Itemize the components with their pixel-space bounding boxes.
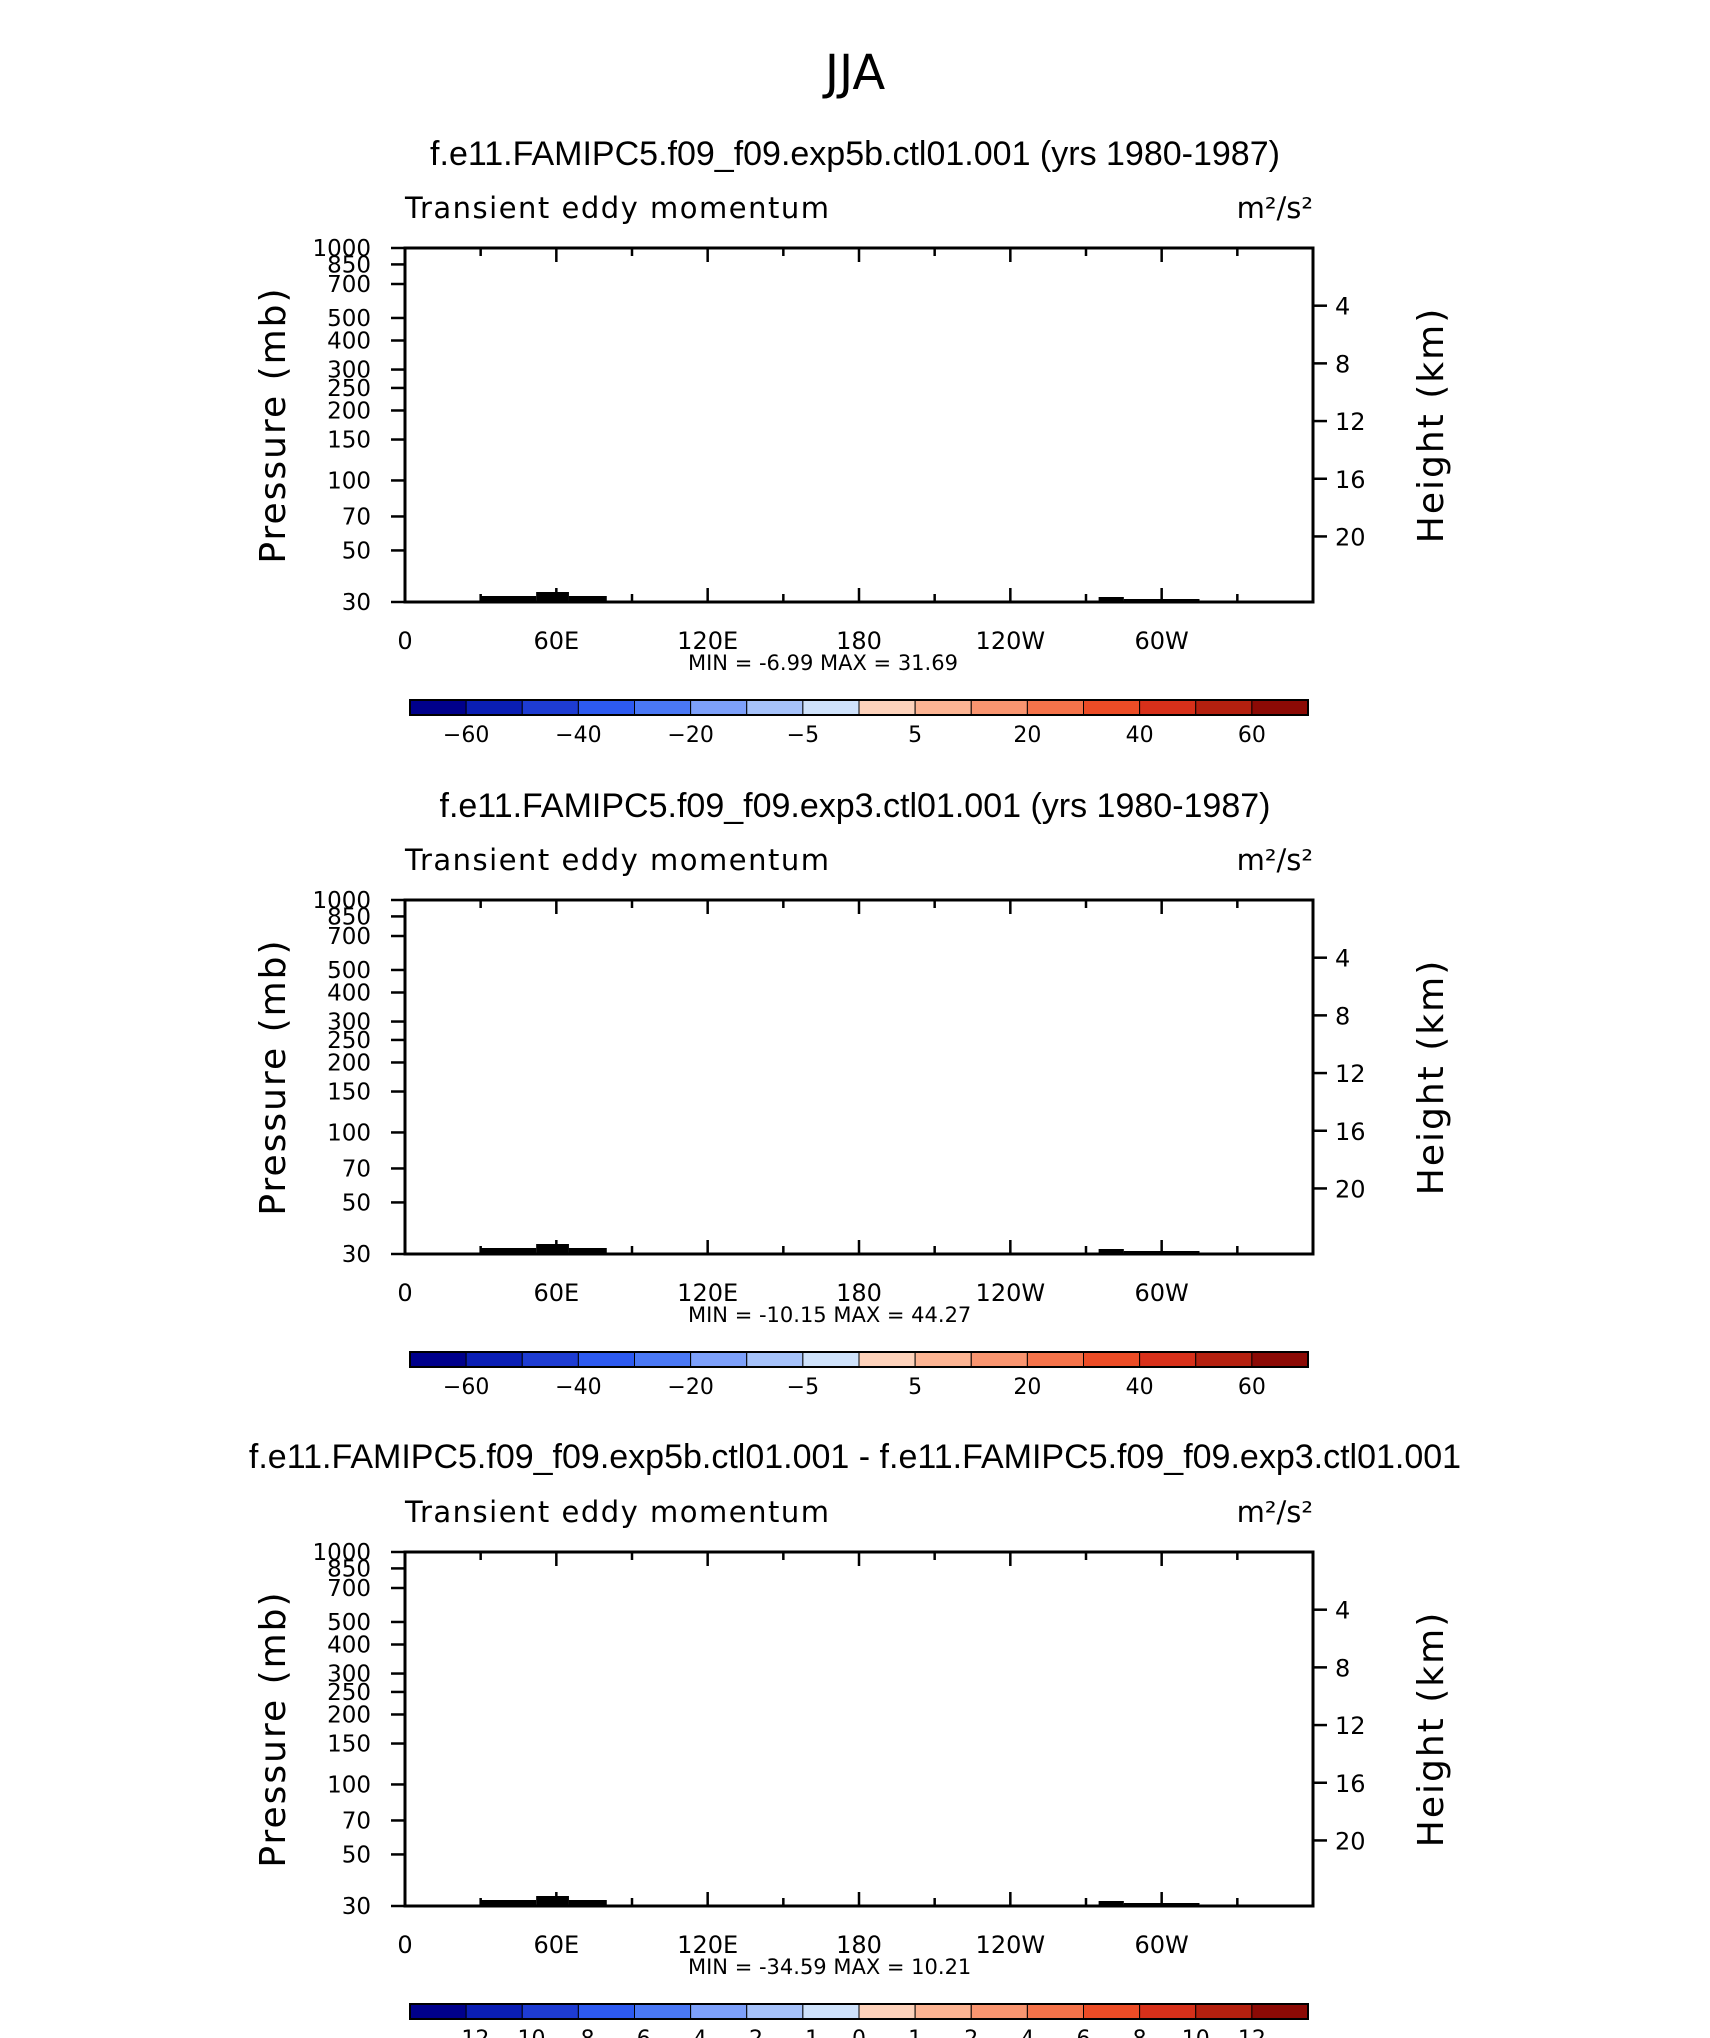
panel-2-title: f.e11.FAMIPC5.f09_f09.exp3.ctl01.001 (yr… [0, 787, 1710, 826]
figure-title: JJA [0, 45, 1710, 101]
panel-3-title: f.e11.FAMIPC5.f09_f09.exp5b.ctl01.001 - … [0, 1438, 1710, 1477]
panel-1-title: f.e11.FAMIPC5.f09_f09.exp5b.ctl01.001 (y… [0, 135, 1710, 174]
panel-1: 0 60E 120E 180 120W 60W3050701001502002503004… [253, 191, 1452, 748]
